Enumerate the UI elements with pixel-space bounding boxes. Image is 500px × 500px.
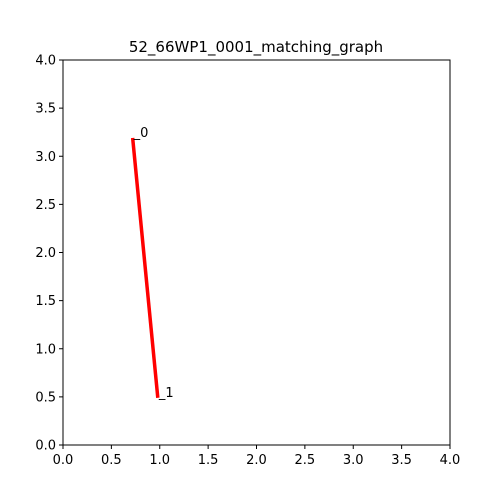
x-tick-label: 0.0 [53,453,74,468]
x-tick-label: 3.0 [343,453,364,468]
y-tick-label: 1.0 [35,342,56,357]
node-labels: _0 _1 [133,126,174,401]
x-tick-label: 1.0 [149,453,170,468]
node-label: _1 [158,386,174,401]
x-tick-label: 2.5 [295,453,316,468]
x-tick-label: 0.5 [101,453,122,468]
y-tick-label: 2.0 [35,246,56,261]
x-axis: 0.0 0.5 1.0 1.5 2.0 2.5 3.0 3.5 4.0 [53,445,461,468]
y-tick-label: 2.5 [35,198,56,213]
plot-area [62,59,451,446]
y-axis: 0.0 0.5 1.0 1.5 2.0 2.5 3.0 3.5 4.0 [35,54,63,454]
y-tick-label: 0.0 [35,439,56,454]
node-label: _0 [133,126,149,141]
x-tick-label: 4.0 [440,453,461,468]
series-layer [130,137,160,399]
x-tick-label: 2.0 [246,453,267,468]
y-tick-label: 0.5 [35,390,56,405]
y-tick-label: 1.5 [35,294,56,309]
chart-title: 52_66WP1_0001_matching_graph [129,38,383,57]
y-tick-label: 4.0 [35,54,56,69]
x-tick-label: 3.5 [391,453,412,468]
x-tick-label: 1.5 [198,453,219,468]
series-line [130,137,160,399]
y-tick-label: 3.0 [35,150,56,165]
y-tick-label: 3.5 [35,102,56,117]
